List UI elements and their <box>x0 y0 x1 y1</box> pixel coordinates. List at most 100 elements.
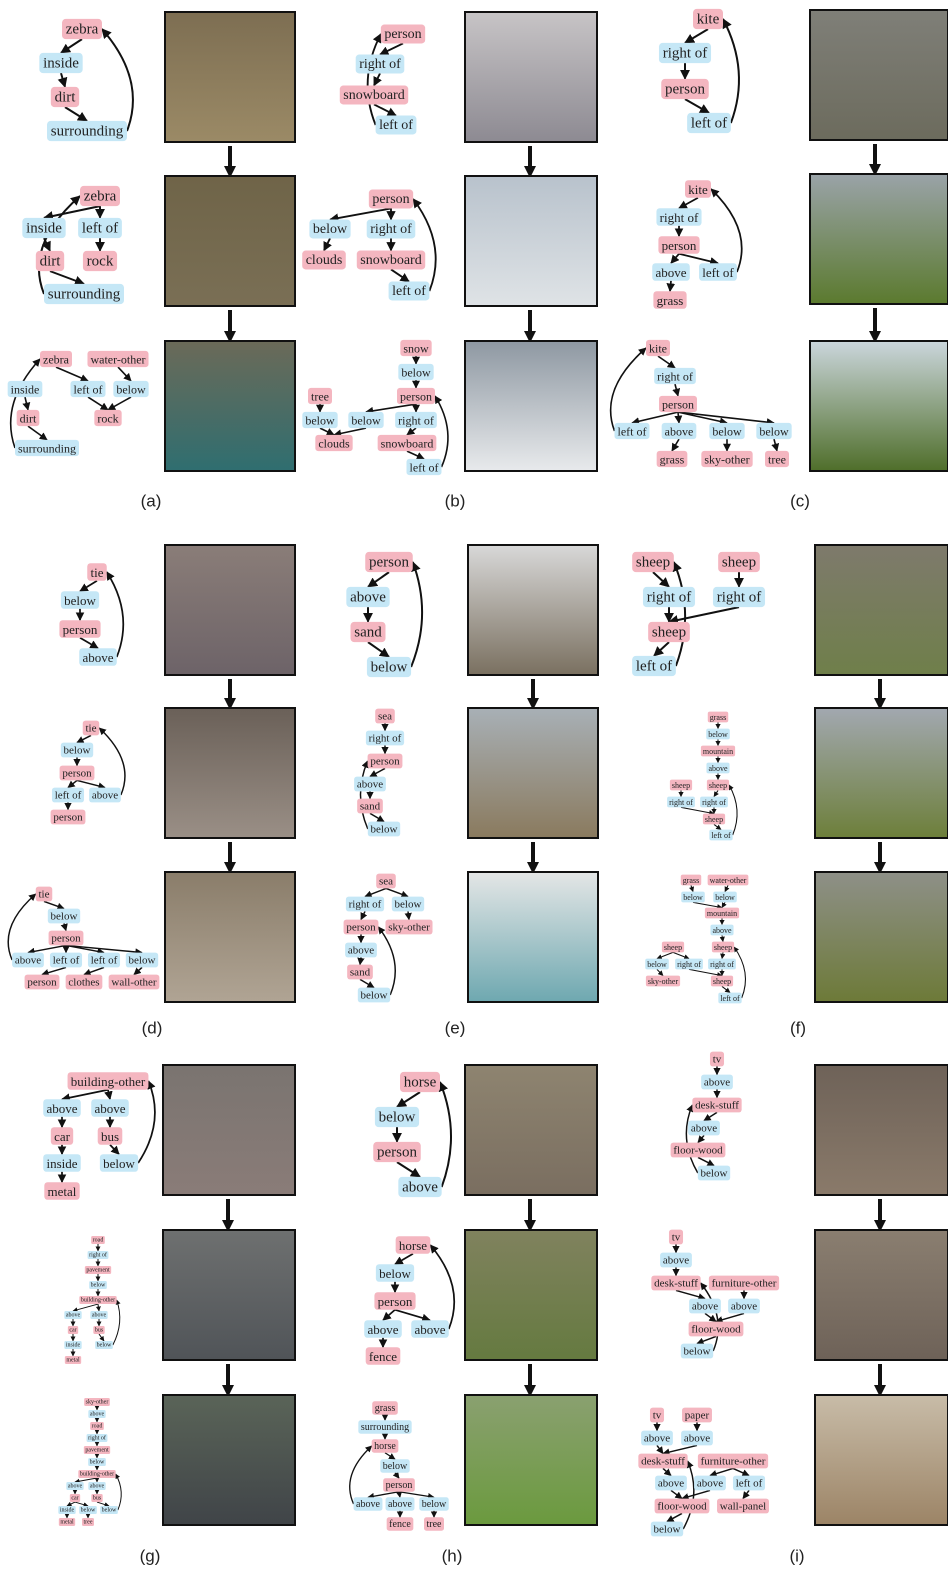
graph-node: above <box>694 1476 726 1491</box>
node-label: below <box>684 1346 711 1358</box>
panel-label: (d) <box>142 1019 163 1038</box>
node-label: left of <box>636 659 672 675</box>
graph-node: grass <box>653 291 686 309</box>
node-label: pavement <box>86 1268 110 1274</box>
graph-node: sea <box>376 874 396 889</box>
node-label: left of <box>720 994 740 1003</box>
graph-node: floor-wood <box>689 1322 744 1337</box>
graph-node: above <box>655 1476 687 1491</box>
graph-node: pavement <box>85 1266 111 1274</box>
graph-edge <box>350 1446 372 1504</box>
graph-edge <box>734 947 745 998</box>
graph-node: horse <box>372 1439 399 1453</box>
node-label: right of <box>88 1435 106 1442</box>
graph-node: sky-other <box>646 976 680 987</box>
node-label: right of <box>663 46 708 62</box>
graph-edge <box>670 281 671 291</box>
node-label: grass <box>683 876 699 885</box>
graph-edge <box>134 967 142 974</box>
page: (a)zebrainsidedirtsurroundingzebrainside… <box>0 0 948 1591</box>
node-label: above <box>350 590 386 606</box>
graph-node: above <box>346 587 389 607</box>
node-label: left of <box>410 461 439 475</box>
generated-image <box>810 10 948 140</box>
graph-node: left of <box>699 263 737 281</box>
graph-node: below <box>89 1281 107 1289</box>
graph-node: clouds <box>315 435 352 451</box>
node-label: left of <box>702 265 734 280</box>
node-label: left of <box>74 383 103 397</box>
graph-node: below <box>392 897 424 912</box>
node-label: above <box>691 1123 717 1135</box>
node-label: sheep <box>652 625 686 641</box>
graph-edge <box>65 107 87 121</box>
graph-node: grass <box>372 1401 398 1415</box>
graph-edge <box>97 1502 109 1506</box>
graph-node: inside <box>64 1341 81 1349</box>
node-label: metal <box>60 1520 74 1526</box>
graph-node: above <box>88 1410 105 1418</box>
node-label: below <box>701 1168 728 1180</box>
graph-node: above <box>345 943 377 958</box>
graph-node: left of <box>632 656 676 676</box>
node-label: left of <box>691 116 727 132</box>
node-label: left of <box>82 221 118 237</box>
node-label: desk-stuff <box>654 1278 698 1290</box>
graph-edge <box>368 642 389 657</box>
graph-node: kite <box>693 9 723 29</box>
graph-node: left of <box>407 459 442 475</box>
node-label: floor-wood <box>691 1324 741 1336</box>
graph-edge <box>725 885 728 891</box>
graph-node: below <box>698 1166 730 1181</box>
graph-edge <box>62 1090 108 1099</box>
node-label: tv <box>713 1054 722 1066</box>
graph-edge <box>25 397 28 410</box>
graph-node: below <box>348 412 383 428</box>
graph-node: right of <box>675 959 703 970</box>
graph-edge <box>653 572 669 587</box>
node-label: desk-stuff <box>641 1456 685 1468</box>
graph-node: dirt <box>36 251 64 271</box>
graph-edge <box>678 412 774 423</box>
node-label: sky-other <box>86 1400 109 1406</box>
graph-edge <box>380 43 403 54</box>
graph-node: right of <box>656 208 701 226</box>
node-label: car <box>69 1328 76 1334</box>
graph-edge <box>408 911 409 919</box>
graph-node: inside <box>39 53 82 73</box>
graph-node: tv <box>669 1230 683 1245</box>
graph-node: zebra <box>40 351 72 367</box>
graph-edge <box>743 1490 749 1498</box>
generated-image <box>815 1395 948 1525</box>
graph-node: below <box>681 1344 713 1359</box>
generated-image <box>165 341 295 471</box>
graph-edge <box>685 29 708 43</box>
graph-edge <box>413 199 436 291</box>
node-label: above <box>94 1101 125 1116</box>
graph-edge <box>8 894 36 960</box>
graph-edge <box>663 1468 671 1475</box>
generated-image <box>165 12 295 142</box>
graph-node: above <box>660 1253 692 1268</box>
graph-node: left of <box>615 423 650 439</box>
graph-edge <box>368 34 381 125</box>
generated-image <box>165 872 295 1002</box>
node-label: above <box>684 1433 710 1445</box>
graph-edge <box>108 397 131 410</box>
node-label: person <box>27 977 57 989</box>
node-label: horse <box>374 1441 396 1452</box>
graph-node: above <box>354 777 386 792</box>
node-label: person <box>662 398 694 412</box>
node-label: below <box>51 911 78 923</box>
node-label: inside <box>11 383 40 397</box>
graph-edge <box>378 927 395 995</box>
node-label: kite <box>697 12 720 28</box>
graph-edge <box>102 29 133 131</box>
graph-edge <box>395 1310 430 1320</box>
graph-edge <box>705 1313 716 1321</box>
node-label: person <box>665 82 705 98</box>
node-label: floor-wood <box>673 1145 723 1157</box>
graph-edge <box>657 952 673 958</box>
graph-node: mountain <box>705 908 739 919</box>
graph-edges <box>39 196 100 294</box>
